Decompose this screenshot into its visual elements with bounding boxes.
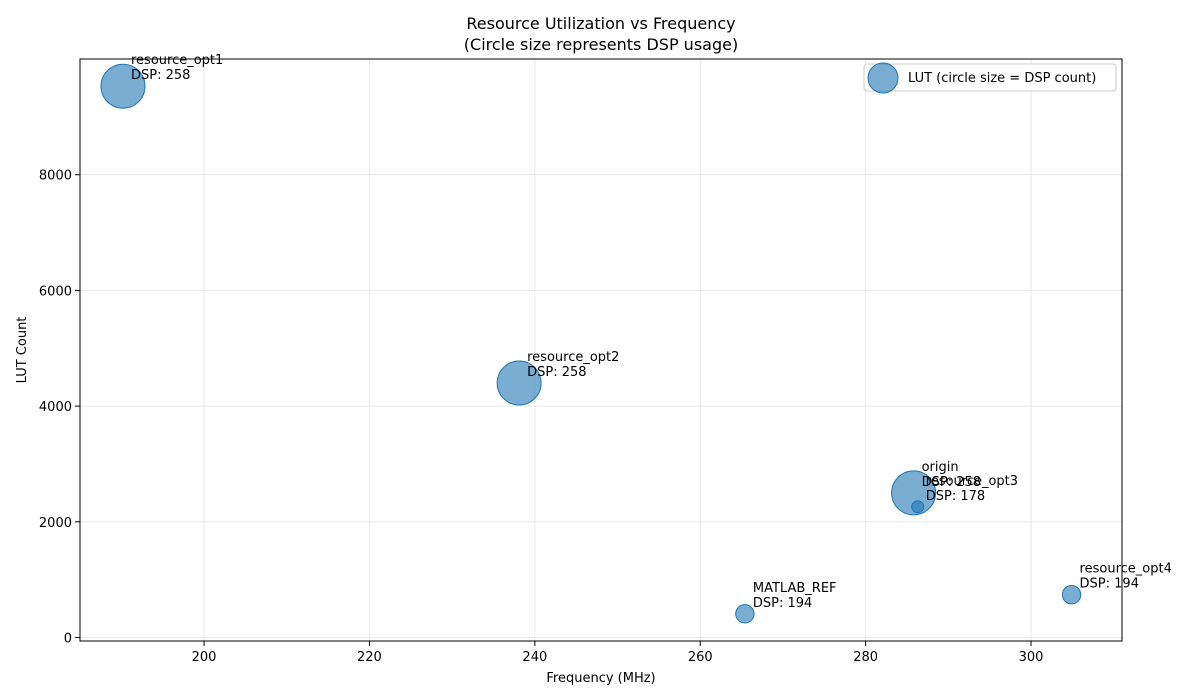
bubble-point (1061, 585, 1082, 605)
bubble-point (735, 604, 755, 624)
point-dsp-label: DSP: 194 (753, 596, 812, 611)
legend-label: LUT (circle size = DSP count) (908, 71, 1096, 86)
y-axis-label: LUT Count (15, 317, 30, 384)
grid-layer (80, 59, 1122, 641)
bubble-point (911, 500, 925, 514)
x-tick-label: 300 (1019, 650, 1044, 665)
point-dsp-label: DSP: 258 (527, 365, 586, 380)
y-tick-label: 4000 (39, 400, 72, 415)
y-tick-label: 6000 (39, 284, 72, 299)
x-tick-label: 200 (192, 650, 217, 665)
legend-marker (867, 62, 899, 94)
x-tick-label: 260 (688, 650, 713, 665)
chart-title: Resource Utilization vs Frequency (466, 14, 735, 33)
point-name-label: resource_opt3 (926, 474, 1018, 489)
bubble-point (891, 470, 937, 516)
y-tick-label: 8000 (39, 169, 72, 184)
point-name-label: resource_opt1 (131, 53, 223, 68)
y-tick-label: 0 (64, 632, 72, 647)
bubble-point (100, 63, 146, 109)
plot-frame (79, 58, 1123, 642)
chart-subtitle: (Circle size represents DSP usage) (464, 35, 738, 54)
x-tick-label: 220 (357, 650, 382, 665)
point-dsp-label: DSP: 194 (1080, 577, 1139, 592)
point-dsp-label: DSP: 258 (131, 68, 190, 83)
bubble-layer (100, 63, 1082, 624)
point-name-label: origin (922, 460, 959, 475)
tick-layer: 200 220 240 260 280 300 0 2000 4000 6000 8000 (39, 169, 1044, 665)
point-name-label: MATLAB_REF (753, 581, 837, 596)
point-name-label: resource_opt2 (527, 350, 619, 365)
legend-box (863, 63, 1117, 92)
point-dsp-label: DSP: 178 (926, 489, 985, 504)
x-axis-label: Frequency (MHz) (546, 671, 655, 686)
x-tick-label: 280 (853, 650, 878, 665)
point-name-label: resource_opt4 (1080, 562, 1172, 577)
legend: LUT (circle size = DSP count) (863, 62, 1117, 94)
bubble-point (496, 360, 542, 406)
y-tick-label: 2000 (39, 516, 72, 531)
point-dsp-label: DSP: 258 (922, 475, 981, 490)
x-tick-label: 240 (522, 650, 547, 665)
